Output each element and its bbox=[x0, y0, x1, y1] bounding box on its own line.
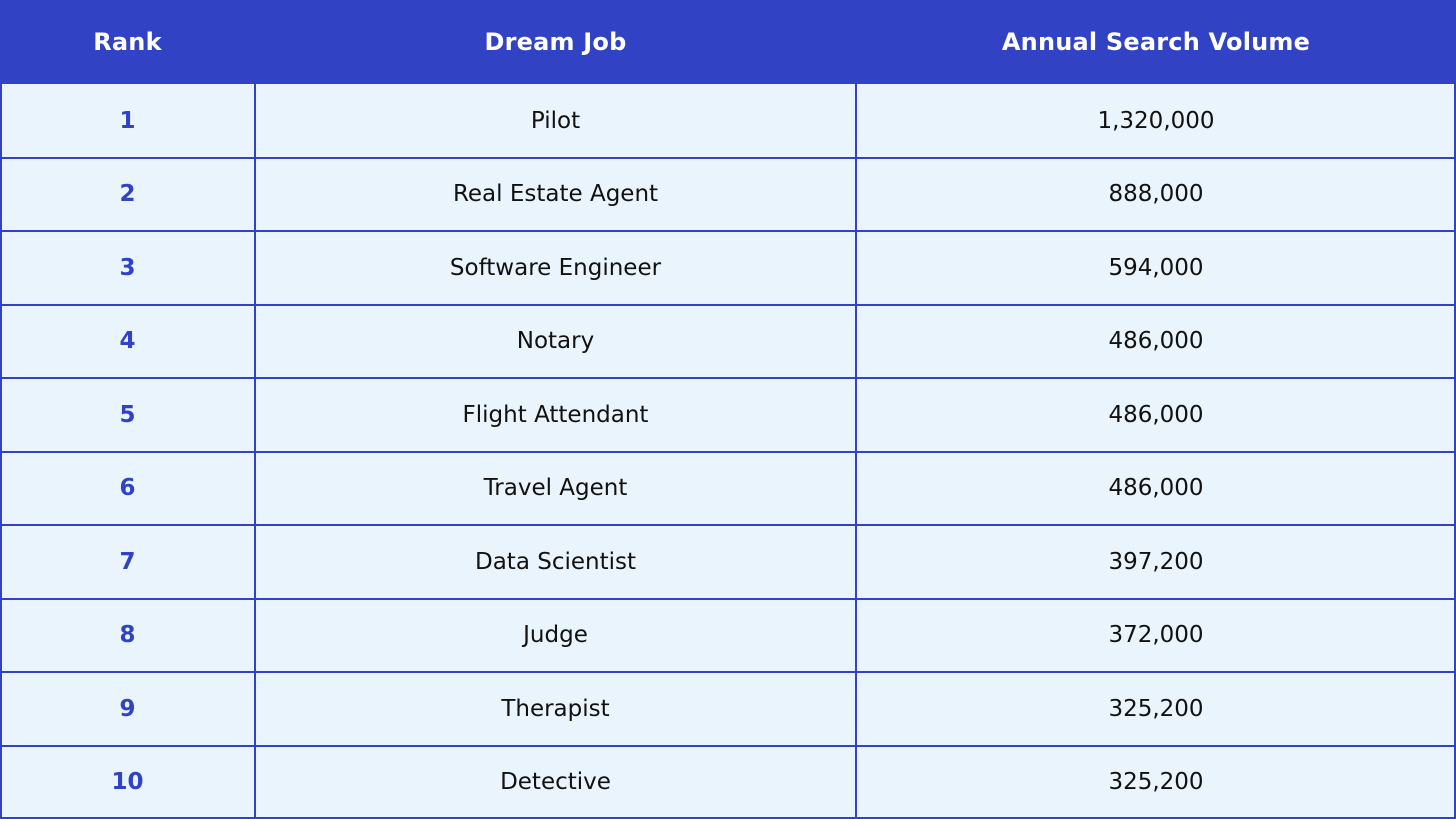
job-cell: Therapist bbox=[501, 695, 610, 722]
job-cell: Pilot bbox=[530, 107, 581, 134]
volume-cell: 397,200 bbox=[1108, 548, 1204, 575]
table-row: 4 Notary 486,000 bbox=[0, 305, 1456, 379]
volume-cell: 888,000 bbox=[1108, 181, 1204, 208]
grid-line-row bbox=[0, 524, 1456, 526]
grid-line-bottom bbox=[0, 817, 1456, 819]
grid-line-row bbox=[0, 450, 1456, 453]
volume-cell: 325,200 bbox=[1108, 695, 1204, 722]
header-annual-search-volume: Annual Search Volume bbox=[1001, 28, 1311, 56]
job-cell: Flight Attendant bbox=[462, 401, 649, 428]
volume-cell: 594,000 bbox=[1108, 254, 1204, 281]
job-cell: Notary bbox=[516, 328, 595, 355]
table-row: 5 Flight Attendant 486,000 bbox=[0, 378, 1456, 452]
table-row: 10 Detective 325,200 bbox=[0, 746, 1456, 819]
table-row: 9 Therapist 325,200 bbox=[0, 672, 1456, 746]
table-header: Rank Dream Job Annual Search Volume bbox=[0, 0, 1456, 84]
grid-line-row bbox=[0, 156, 1456, 159]
rank-cell: 4 bbox=[119, 328, 136, 355]
volume-cell: 1,320,000 bbox=[1097, 107, 1215, 134]
grid-line-row bbox=[0, 597, 1456, 600]
rank-cell: 3 bbox=[119, 254, 136, 281]
rank-cell: 5 bbox=[119, 401, 136, 428]
rank-cell: 8 bbox=[119, 622, 136, 649]
header-dream-job: Dream Job bbox=[484, 28, 627, 56]
job-cell: Data Scientist bbox=[475, 548, 636, 575]
rank-cell: 9 bbox=[119, 695, 136, 722]
table-row: 2 Real Estate Agent 888,000 bbox=[0, 158, 1456, 232]
volume-cell: 486,000 bbox=[1108, 475, 1204, 502]
volume-cell: 486,000 bbox=[1108, 401, 1204, 428]
job-cell: Detective bbox=[500, 769, 611, 796]
table-body: 1 Pilot 1,320,000 2 Real Estate Agent 88… bbox=[0, 84, 1456, 819]
table-row: 8 Judge 372,000 bbox=[0, 599, 1456, 673]
header-rank: Rank bbox=[93, 28, 162, 56]
volume-cell: 486,000 bbox=[1108, 328, 1204, 355]
table-row: 1 Pilot 1,320,000 bbox=[0, 84, 1456, 158]
volume-cell: 372,000 bbox=[1108, 622, 1204, 649]
volume-cell: 325,200 bbox=[1108, 769, 1204, 796]
rank-cell: 2 bbox=[119, 181, 136, 208]
table-row: 7 Data Scientist 397,200 bbox=[0, 525, 1456, 599]
rank-cell: 7 bbox=[119, 548, 136, 575]
rank-cell: 10 bbox=[111, 769, 144, 796]
grid-line-row bbox=[0, 671, 1456, 673]
job-cell: Travel Agent bbox=[483, 475, 628, 502]
table-row: 3 Software Engineer 594,000 bbox=[0, 231, 1456, 305]
table-row: 6 Travel Agent 486,000 bbox=[0, 452, 1456, 526]
job-cell: Real Estate Agent bbox=[452, 181, 659, 208]
grid-line-row bbox=[0, 303, 1456, 306]
grid-line-row bbox=[0, 230, 1456, 232]
job-cell: Judge bbox=[523, 622, 588, 649]
grid-line-row bbox=[0, 377, 1456, 379]
grid-line-row bbox=[0, 744, 1456, 747]
rank-cell: 6 bbox=[119, 475, 136, 502]
job-cell: Software Engineer bbox=[449, 254, 662, 281]
rank-cell: 1 bbox=[119, 107, 136, 134]
